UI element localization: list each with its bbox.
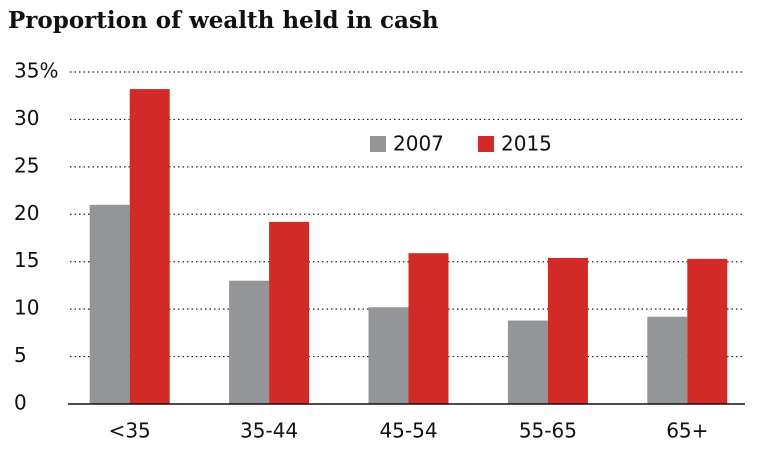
legend-swatch: [478, 136, 494, 152]
bar: [368, 307, 409, 404]
bar: [547, 257, 588, 404]
bar: [129, 89, 170, 405]
y-tick-label: 20: [14, 201, 39, 225]
y-tick-label: 5: [14, 343, 27, 367]
bar: [229, 280, 270, 404]
bar: [507, 320, 548, 404]
y-tick-label: 35%: [14, 59, 58, 83]
bar: [408, 253, 449, 404]
x-tick-label: 45-54: [379, 419, 437, 443]
bar: [89, 204, 130, 404]
bar: [647, 316, 688, 404]
x-tick-label: <35: [109, 419, 151, 443]
y-tick-label: 0: [14, 391, 27, 415]
bar: [269, 221, 310, 404]
bar: [687, 258, 728, 404]
y-tick-label: 15: [14, 248, 39, 272]
y-tick-label: 10: [14, 296, 39, 320]
legend-swatch: [370, 136, 386, 152]
x-tick-label: 55-65: [519, 419, 577, 443]
legend-label: 2015: [501, 132, 552, 156]
x-tick-label: 35-44: [240, 419, 298, 443]
chart-title: Proportion of wealth held in cash: [8, 7, 439, 34]
legend-label: 2007: [393, 132, 444, 156]
y-tick-label: 30: [14, 106, 39, 130]
x-tick-label: 65+: [666, 419, 708, 443]
y-tick-label: 25: [14, 153, 39, 177]
